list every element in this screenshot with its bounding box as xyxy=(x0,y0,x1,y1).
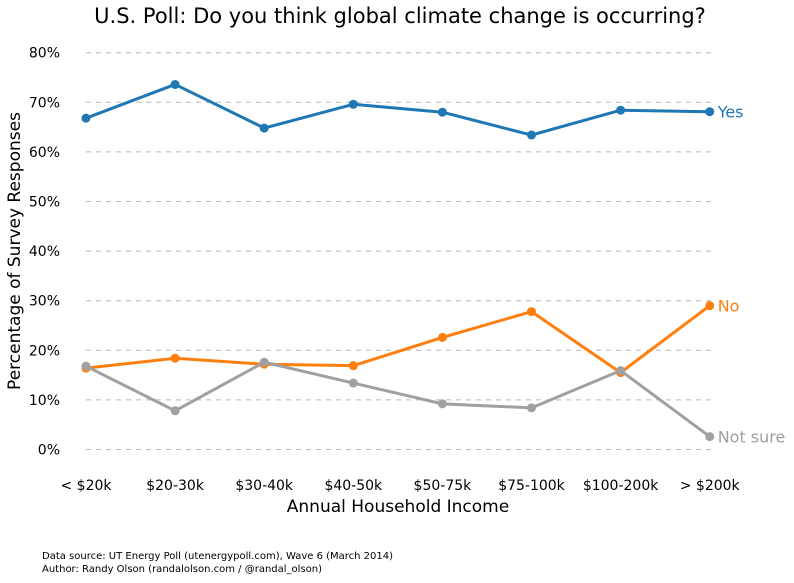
data-point xyxy=(348,361,358,371)
data-point xyxy=(616,366,626,376)
x-tick-label: < $20k xyxy=(60,478,112,494)
data-point xyxy=(437,332,447,342)
series-label-yes: Yes xyxy=(717,103,744,122)
y-tick-label: 20% xyxy=(29,343,60,359)
series-line-no xyxy=(85,304,711,375)
data-point xyxy=(437,399,447,409)
data-point xyxy=(348,378,358,388)
y-tick-label: 10% xyxy=(29,393,60,409)
y-tick-label: 0% xyxy=(38,443,60,459)
data-point xyxy=(170,79,180,89)
data-point xyxy=(170,406,180,416)
x-tick-label: > $200k xyxy=(680,478,741,494)
data-point xyxy=(437,107,447,117)
data-point xyxy=(527,307,536,317)
data-point xyxy=(81,361,91,371)
series-line-yes xyxy=(85,82,710,137)
data-point xyxy=(527,130,536,140)
data-point xyxy=(527,403,536,413)
x-tick-label: $20-30k xyxy=(146,478,205,494)
x-tick-label: $30-40k xyxy=(235,478,294,494)
data-point xyxy=(705,432,715,442)
data-point xyxy=(705,107,715,117)
data-point xyxy=(259,123,269,133)
data-point xyxy=(170,353,180,363)
author-note: Author: Randy Olson (randalolson.com / @… xyxy=(42,564,323,575)
series-not-sure: Not sure xyxy=(81,357,786,447)
y-tick-label: 30% xyxy=(29,294,60,310)
chart-title: U.S. Poll: Do you think global climate c… xyxy=(94,4,706,28)
x-tick-label: $40-50k xyxy=(324,478,383,494)
y-tick-labels: 0% 10% 20% 30% 40% 50% 60% 70% 80% xyxy=(29,46,60,459)
data-point xyxy=(348,99,358,109)
data-point xyxy=(616,105,626,115)
x-axis-label: Annual Household Income xyxy=(287,497,509,517)
y-tick-label: 40% xyxy=(29,244,60,260)
data-point xyxy=(81,113,91,123)
x-tick-labels: < $20k $20-30k $30-40k $40-50k $50-75k $75-10… xyxy=(60,478,740,494)
y-axis-label: Percentage of Survey Responses xyxy=(5,112,25,390)
series-line-not-sure xyxy=(85,360,711,438)
x-tick-label: $50-75k xyxy=(414,478,473,494)
data-point xyxy=(259,357,269,367)
gridlines xyxy=(86,52,712,450)
y-tick-label: 50% xyxy=(29,195,60,211)
series-no: No xyxy=(81,297,740,378)
x-tick-label: $75-100k xyxy=(498,478,565,494)
series-label-not-sure: Not sure xyxy=(718,428,786,447)
data-source-note: Data source: UT Energy Poll (utenergypol… xyxy=(42,551,394,562)
series-yes: Yes xyxy=(81,79,744,140)
series-lines: Yes No Not sure xyxy=(81,79,786,447)
y-tick-label: 70% xyxy=(29,95,60,111)
y-tick-label: 80% xyxy=(29,46,60,62)
data-point xyxy=(705,301,715,311)
y-tick-label: 60% xyxy=(29,145,60,161)
series-label-no: No xyxy=(718,297,740,316)
x-tick-label: $100-200k xyxy=(583,478,659,494)
